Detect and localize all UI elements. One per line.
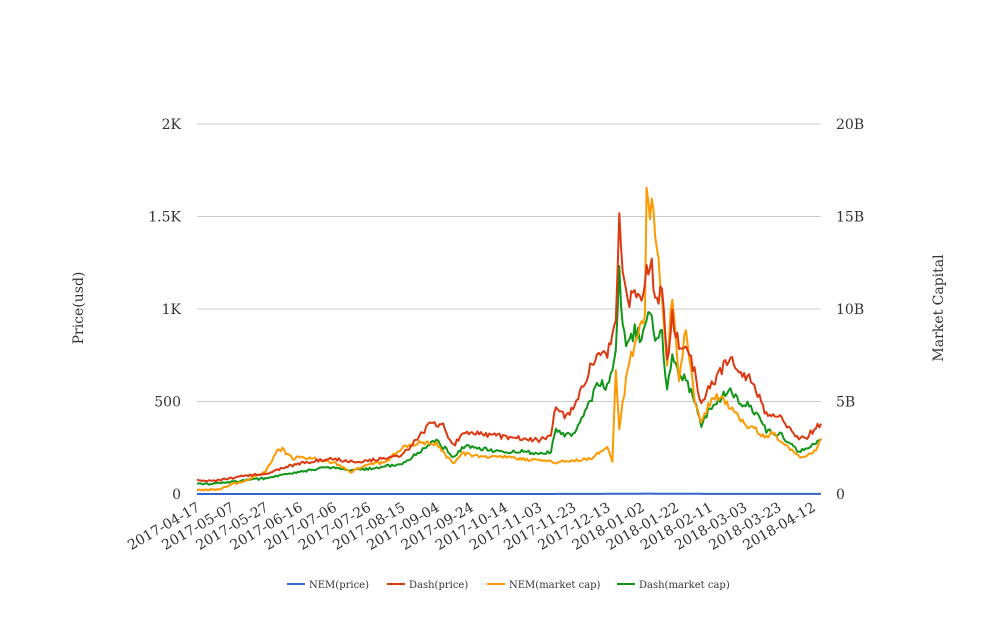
y-right-tick-label: 5B [836,395,855,411]
y-left-tick-label: 1.5K [148,210,181,226]
x-axis: 2017-04-172017-05-072017-05-272017-06-16… [125,500,818,554]
legend: NEM(price) Dash(price) NEM(market cap) Dash… [287,580,730,591]
legend-label: NEM(price) [309,580,369,591]
series-line-2 [197,188,821,491]
y-right-tick-label: 0 [836,487,845,503]
series-line-3 [197,266,821,485]
y-right-tick-label: 10B [836,302,864,318]
legend-label: Dash(market cap) [639,580,730,591]
y-right-tick-label: 15B [836,210,864,226]
y-left-tick-label: 500 [154,395,181,411]
y-axis-left-label: Price(usd) [71,272,87,345]
y-right-tick-label: 20B [836,117,864,133]
series-lines [197,188,821,494]
y-axis-right: 0 5B 10B 15B 20B [836,117,864,503]
y-left-tick-label: 1K [162,302,182,318]
series-line-1 [197,213,821,481]
y-axis-left: 0 500 1K 1.5K 2K [148,117,181,503]
y-axis-right-label: Market Capital [931,254,947,362]
y-left-tick-label: 0 [172,487,181,503]
legend-label: Dash(price) [409,580,468,591]
y-left-tick-label: 2K [162,117,182,133]
legend-label: NEM(market cap) [509,580,601,591]
